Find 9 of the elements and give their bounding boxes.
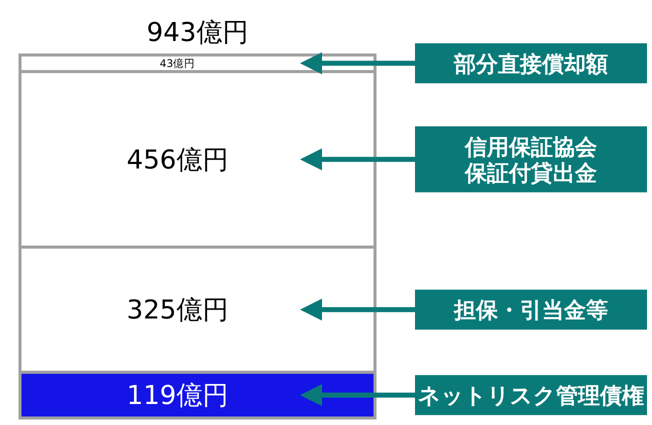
series-label: ネットリスク管理債権 bbox=[418, 384, 644, 410]
text: 部分直接償却額 bbox=[453, 51, 608, 78]
data-label: 456億円 bbox=[126, 145, 228, 176]
text: 信用保証協会保証付貸出金 bbox=[464, 135, 598, 186]
data-label: 43億円 bbox=[160, 56, 196, 70]
total-label: 943億円 bbox=[146, 18, 248, 48]
data-label: 119億円 bbox=[126, 381, 228, 412]
text: 担保・引当金等 bbox=[453, 298, 608, 324]
data-label: 325億円 bbox=[126, 296, 228, 326]
